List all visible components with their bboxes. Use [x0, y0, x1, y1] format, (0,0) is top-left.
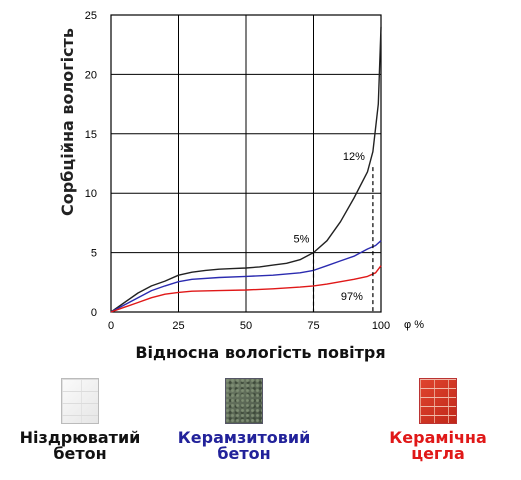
plot-border: [110, 14, 382, 313]
series-line-2: [110, 265, 382, 313]
aerated-concrete-icon: [61, 378, 99, 424]
y-tick-label-3: 15: [85, 129, 97, 141]
series-line-1: [110, 240, 382, 313]
series-line-0: [110, 26, 382, 313]
legend-label-ceramic-brick: Керамічна цегла: [389, 428, 487, 463]
x-tick-label-1: 25: [172, 320, 184, 332]
y-tick-labels: 0 5 10 15 20 25: [85, 10, 97, 319]
ceramic-brick-icon: [419, 378, 457, 424]
expanded-clay-block-icon: [225, 378, 263, 424]
x-axis-label: Відносна вологість повітря: [135, 343, 386, 362]
y-tick-label-2: 10: [85, 188, 97, 200]
legend-label-expanded-clay-concrete: Керамзитовий бетон: [177, 428, 311, 463]
sorption-chart: 0 25 50 75 100 0 5 10 15 20 25 5% 12% 97% φ % Сорбц…: [58, 10, 424, 332]
y-tick-label-5: 25: [85, 10, 97, 22]
annotation-2: 97%: [341, 291, 363, 303]
legend-item-expanded-clay-concrete: Керамзитовий бетон: [154, 378, 334, 462]
y-tick-label-1: 5: [91, 248, 97, 260]
grid-lines: [111, 15, 381, 312]
legend-item-aerated-concrete: Ніздрюватий бетон: [0, 378, 170, 462]
x-tick-labels: 0 25 50 75 100: [108, 320, 390, 332]
x-tick-label-2: 50: [240, 320, 252, 332]
annotations: 5% 12% 97%: [294, 151, 366, 303]
x-tick-label-0: 0: [108, 320, 114, 332]
x-tick-label-4: 100: [372, 320, 390, 332]
y-tick-label-4: 20: [85, 69, 97, 81]
plot-frame: [110, 14, 382, 313]
annotation-1: 12%: [343, 151, 365, 163]
dashed-markers: [312, 167, 374, 312]
legend-label-aerated-concrete: Ніздрюватий бетон: [19, 428, 141, 463]
x-tick-label-3: 75: [307, 320, 319, 332]
legend-item-ceramic-brick: Керамічна цегла: [348, 378, 521, 462]
y-tick-label-0: 0: [91, 307, 97, 319]
series-lines: [110, 26, 382, 313]
annotation-0: 5%: [294, 234, 310, 246]
y-axis-label: Сорбційна вологість: [58, 28, 77, 216]
x-unit-label: φ %: [404, 319, 424, 331]
